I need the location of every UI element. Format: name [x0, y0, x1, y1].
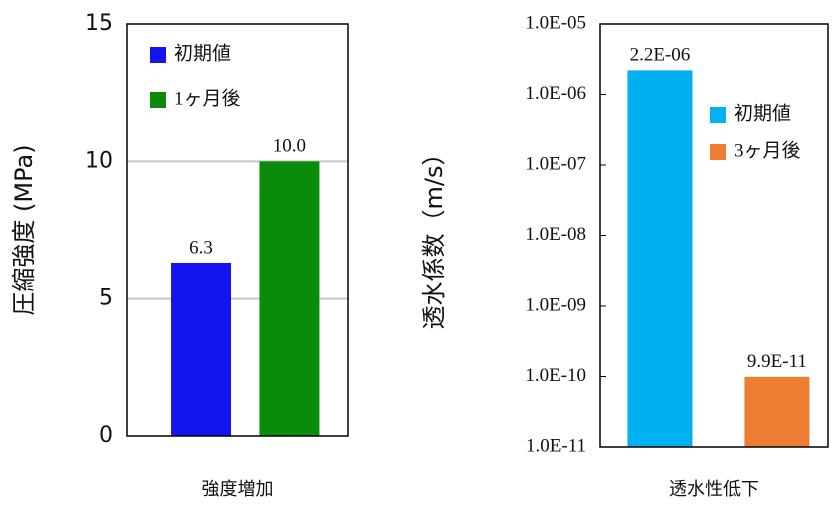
y-tick-label: 1.0E-05: [525, 12, 586, 33]
y-axis-label: 透水係数（m/s）: [420, 142, 448, 330]
value-label: 10.0: [273, 136, 306, 157]
value-label: 9.9E-11: [747, 351, 807, 372]
y-tick-label: 1.0E-11: [526, 435, 586, 456]
plot-frame: [126, 23, 349, 437]
bar: [744, 376, 810, 447]
legend-label: 初期値: [174, 42, 231, 64]
bar: [627, 70, 693, 448]
value-label: 6.3: [189, 237, 213, 258]
y-tick-label: 5: [99, 286, 113, 311]
y-tick-label: 1.0E-07: [525, 153, 586, 174]
y-tick-label: 0: [99, 423, 113, 448]
legend-label: 初期値: [734, 102, 791, 124]
y-tick-label: 1.0E-09: [525, 294, 586, 315]
y-tick-label: 15: [85, 11, 113, 36]
legend-swatch: [710, 144, 726, 160]
y-tick-label: 1.0E-10: [525, 365, 586, 386]
y-tick-label: 10: [85, 148, 113, 173]
x-axis-label: 強度増加: [202, 479, 274, 500]
legend-label: 1ヶ月後: [174, 87, 241, 109]
legend-swatch: [150, 92, 166, 108]
y-axis-label: 圧縮強度 (MPa): [10, 144, 38, 315]
x-axis-label: 透水性低下: [669, 479, 759, 500]
plot-frame: [599, 23, 829, 448]
y-tick-label: 1.0E-08: [525, 224, 586, 245]
legend-label: 3ヶ月後: [734, 139, 801, 161]
legend-swatch: [150, 47, 166, 63]
bar: [259, 161, 320, 437]
y-tick-label: 1.0E-06: [525, 83, 586, 104]
value-label: 2.2E-06: [630, 45, 691, 66]
legend-swatch: [710, 107, 726, 123]
bar: [171, 262, 232, 436]
